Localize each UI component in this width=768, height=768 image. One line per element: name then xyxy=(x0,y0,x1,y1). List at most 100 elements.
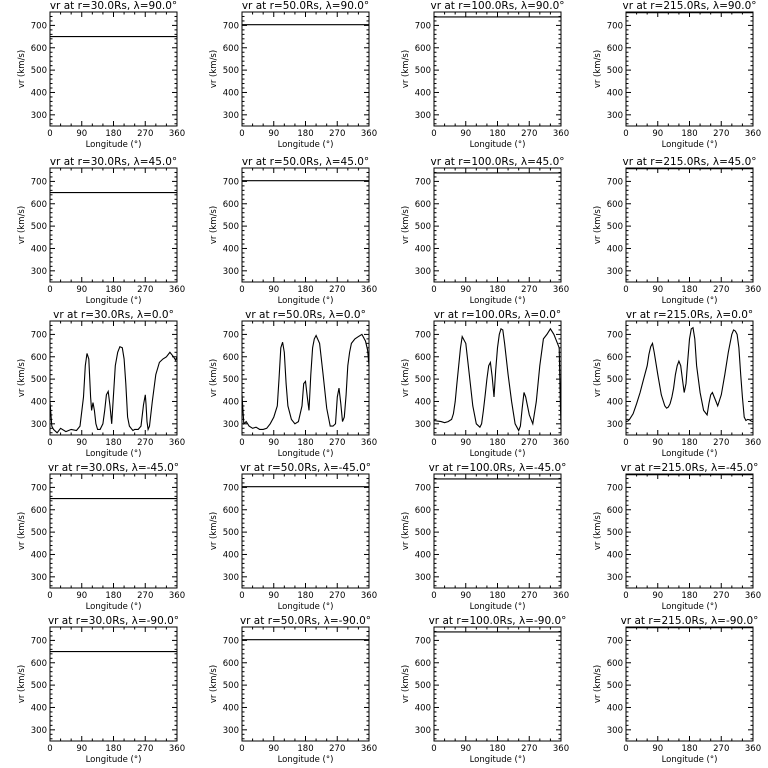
x-tick-label: 360 xyxy=(169,285,185,295)
x-tick-label: 360 xyxy=(745,285,761,295)
y-tick-label: 700 xyxy=(607,330,623,340)
x-tick-label: 180 xyxy=(489,285,505,295)
y-tick-label: 600 xyxy=(415,659,431,669)
panel-1-2: 0 90 180 270 360 300 400 500 600 700 vr at r=100.0… xyxy=(401,156,569,306)
x-tick-label: 360 xyxy=(553,285,569,295)
x-axis-label: Longitude (°) xyxy=(662,140,718,150)
y-tick-label: 600 xyxy=(223,353,239,363)
y-tick-label: 300 xyxy=(223,267,239,277)
plot-frame xyxy=(241,473,370,589)
y-tick-label: 700 xyxy=(31,483,47,493)
x-axis-label: Longitude (°) xyxy=(470,449,526,459)
x-tick-label: 270 xyxy=(137,129,153,139)
y-tick-label: 600 xyxy=(31,44,47,54)
y-tick-label: 400 xyxy=(223,244,239,254)
y-tick-label: 500 xyxy=(31,66,47,76)
x-tick-label: 270 xyxy=(521,744,537,754)
x-tick-label: 90 xyxy=(76,438,87,448)
x-axis-label: Longitude (°) xyxy=(470,296,526,306)
y-tick-label: 400 xyxy=(607,397,623,407)
y-tick-label: 500 xyxy=(415,66,431,76)
series-line xyxy=(433,327,562,432)
x-axis-label: Longitude (°) xyxy=(86,755,142,765)
x-axis-label: Longitude (°) xyxy=(662,755,718,765)
x-tick-label: 360 xyxy=(745,438,761,448)
y-tick-label: 400 xyxy=(31,244,47,254)
y-tick-label: 300 xyxy=(607,111,623,121)
x-tick-label: 180 xyxy=(297,129,313,139)
plot-frame xyxy=(433,167,562,283)
x-tick-label: 180 xyxy=(489,744,505,754)
y-tick-label: 600 xyxy=(607,44,623,54)
y-axis-label: vr (km/s) xyxy=(593,665,603,703)
x-tick-label: 180 xyxy=(105,744,121,754)
y-axis-label: vr (km/s) xyxy=(17,359,27,397)
y-tick-label: 600 xyxy=(415,44,431,54)
x-axis-label: Longitude (°) xyxy=(86,602,142,612)
x-tick-label: 180 xyxy=(681,438,697,448)
y-tick-label: 400 xyxy=(415,703,431,713)
y-tick-label: 500 xyxy=(223,375,239,385)
x-tick-label: 270 xyxy=(521,285,537,295)
x-tick-label: 0 xyxy=(623,438,628,448)
panel-title: vr at r=30.0Rs, λ=0.0° xyxy=(53,309,174,321)
y-tick-label: 300 xyxy=(223,111,239,121)
y-tick-label: 500 xyxy=(607,66,623,76)
y-tick-label: 400 xyxy=(607,244,623,254)
x-tick-label: 180 xyxy=(681,591,697,601)
x-tick-label: 270 xyxy=(329,591,345,601)
y-tick-label: 400 xyxy=(415,88,431,98)
x-tick-label: 0 xyxy=(431,129,436,139)
x-tick-label: 0 xyxy=(239,438,244,448)
y-tick-label: 300 xyxy=(607,267,623,277)
y-tick-label: 500 xyxy=(31,222,47,232)
x-tick-label: 180 xyxy=(489,438,505,448)
x-tick-label: 180 xyxy=(297,744,313,754)
x-tick-label: 270 xyxy=(521,129,537,139)
x-tick-label: 0 xyxy=(47,438,52,448)
x-tick-label: 0 xyxy=(47,129,52,139)
x-tick-label: 90 xyxy=(76,744,87,754)
y-axis-label: vr (km/s) xyxy=(401,512,411,550)
y-tick-label: 700 xyxy=(415,21,431,31)
y-tick-label: 300 xyxy=(415,267,431,277)
panel-title: vr at r=30.0Rs, λ=-90.0° xyxy=(48,615,179,627)
plot-frame xyxy=(49,626,178,742)
plot-frame xyxy=(241,11,370,127)
y-tick-label: 500 xyxy=(223,222,239,232)
x-tick-label: 0 xyxy=(239,591,244,601)
series-line xyxy=(625,326,754,423)
y-tick-label: 700 xyxy=(607,636,623,646)
x-tick-label: 270 xyxy=(329,129,345,139)
y-tick-label: 500 xyxy=(223,528,239,538)
x-tick-label: 270 xyxy=(329,438,345,448)
y-axis-label: vr (km/s) xyxy=(593,359,603,397)
x-tick-label: 180 xyxy=(105,285,121,295)
x-tick-label: 0 xyxy=(239,285,244,295)
panel-title: vr at r=30.0Rs, λ=45.0° xyxy=(50,156,177,168)
y-tick-label: 600 xyxy=(607,200,623,210)
y-tick-label: 600 xyxy=(31,200,47,210)
y-tick-label: 600 xyxy=(223,659,239,669)
y-axis-label: vr (km/s) xyxy=(209,359,219,397)
x-tick-label: 270 xyxy=(521,591,537,601)
x-axis-label: Longitude (°) xyxy=(470,140,526,150)
x-axis-label: Longitude (°) xyxy=(662,449,718,459)
y-tick-label: 400 xyxy=(31,703,47,713)
y-tick-label: 700 xyxy=(607,21,623,31)
x-tick-label: 90 xyxy=(652,285,663,295)
y-tick-label: 300 xyxy=(31,420,47,430)
x-tick-label: 360 xyxy=(553,129,569,139)
y-axis-label: vr (km/s) xyxy=(593,50,603,88)
x-axis-label: Longitude (°) xyxy=(470,602,526,612)
panel-title: vr at r=215.0Rs, λ=-90.0° xyxy=(621,615,759,627)
x-tick-label: 0 xyxy=(431,438,436,448)
x-tick-label: 360 xyxy=(169,129,185,139)
x-tick-label: 90 xyxy=(652,129,663,139)
x-tick-label: 270 xyxy=(137,591,153,601)
x-tick-label: 90 xyxy=(268,744,279,754)
panel-3-3: 0 90 180 270 360 300 400 500 600 700 vr at r=215.0… xyxy=(593,462,761,612)
x-tick-label: 360 xyxy=(169,591,185,601)
